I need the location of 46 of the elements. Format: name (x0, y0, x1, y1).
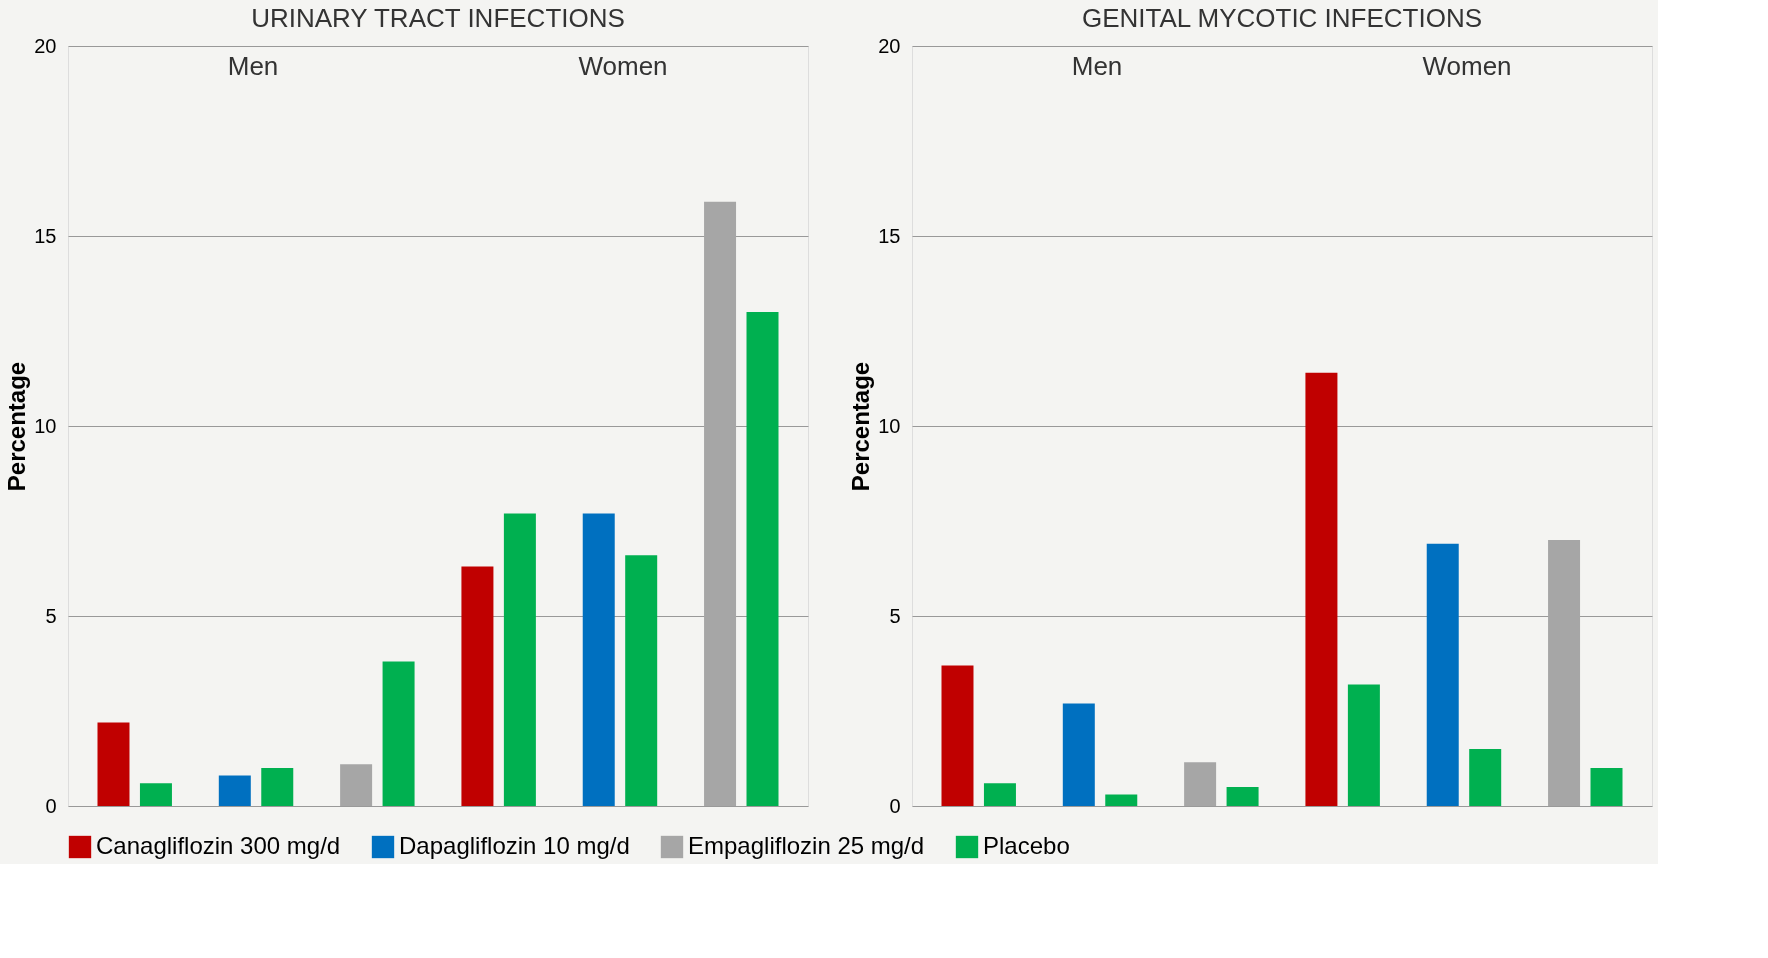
bar (97, 722, 130, 806)
bar (218, 775, 251, 806)
bar (139, 783, 172, 806)
annotation: Women (1422, 51, 1512, 81)
y-tick-label: 10 (878, 414, 901, 437)
bar (1590, 768, 1623, 806)
annotation: Women (578, 51, 668, 81)
annotation: Men (1071, 51, 1123, 81)
bar (340, 764, 373, 806)
y-tick-label: 20 (878, 34, 901, 57)
legend-label: Canagliflozin 300 mg/d (96, 832, 341, 859)
bar (1184, 762, 1217, 806)
bar (704, 201, 737, 806)
legend-label: Dapagliflozin 10 mg/d (399, 832, 630, 859)
bar (941, 665, 974, 806)
bar (382, 661, 415, 806)
annotation: Men (227, 51, 279, 81)
bar (261, 768, 294, 806)
bar (582, 513, 615, 806)
bar (1062, 703, 1095, 806)
y-tick-label: 0 (45, 794, 57, 817)
y-tick-label: 15 (34, 224, 57, 247)
bar (1347, 684, 1380, 806)
bar (625, 555, 658, 806)
bar (1426, 543, 1459, 806)
bar (503, 513, 536, 806)
bar (983, 783, 1016, 806)
y-tick-label: 20 (34, 34, 57, 57)
bar (1305, 372, 1338, 806)
bar (1548, 540, 1581, 806)
chart-title: URINARY TRACT INFECTIONS (251, 3, 625, 33)
y-tick-label: 5 (45, 604, 57, 627)
bar (461, 566, 494, 806)
bar (1226, 787, 1259, 806)
y-axis-title: Percentage (847, 361, 875, 492)
y-tick-label: 10 (34, 414, 57, 437)
y-axis-title: Percentage (3, 361, 31, 492)
bar (746, 312, 779, 806)
chart-title: GENITAL MYCOTIC INFECTIONS (1081, 3, 1483, 33)
y-tick-label: 5 (889, 604, 901, 627)
bar (1105, 794, 1138, 806)
legend-label: Placebo (983, 832, 1070, 859)
y-tick-label: 0 (889, 794, 901, 817)
legend-label: Empagliflozin 25 mg/d (688, 832, 925, 859)
y-tick-label: 15 (878, 224, 901, 247)
bar (1469, 749, 1502, 806)
